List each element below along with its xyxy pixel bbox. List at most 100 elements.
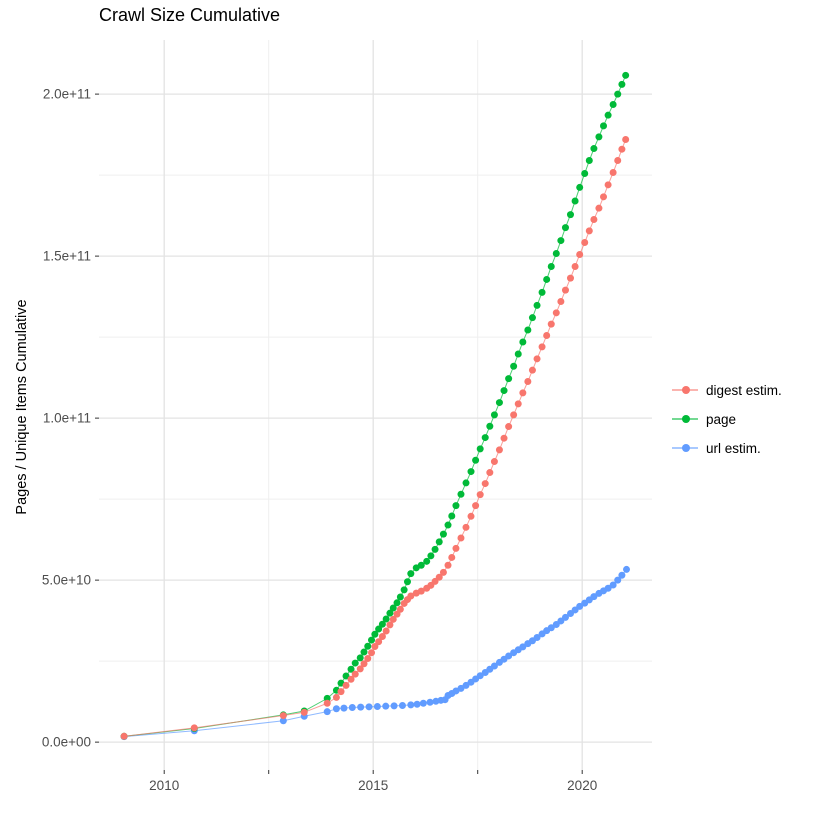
data-point-page xyxy=(452,502,460,510)
data-point-url-estim- xyxy=(561,613,569,621)
data-point-digest-estim- xyxy=(604,181,612,189)
data-point-digest-estim- xyxy=(467,512,475,520)
data-point-url-estim- xyxy=(590,593,598,601)
data-point-digest-estim- xyxy=(585,227,593,235)
data-point-digest-estim- xyxy=(407,592,415,600)
data-point-digest-estim- xyxy=(386,621,394,629)
data-point-digest-estim- xyxy=(382,627,390,635)
data-point-page xyxy=(552,250,560,258)
data-point-digest-estim- xyxy=(514,400,522,408)
data-point-page xyxy=(600,122,608,130)
data-point-url-estim- xyxy=(476,672,484,680)
data-point-page xyxy=(417,561,425,569)
data-point-url-estim- xyxy=(332,705,340,713)
legend-item-page: page xyxy=(672,409,782,429)
data-point-digest-estim- xyxy=(375,638,383,646)
data-point-digest-estim- xyxy=(609,169,617,177)
data-point-digest-estim- xyxy=(524,378,532,386)
data-point-digest-estim- xyxy=(452,544,460,552)
legend-key-icon xyxy=(672,380,698,400)
data-point-digest-estim- xyxy=(417,587,425,595)
data-point-digest-estim- xyxy=(490,458,498,466)
data-point-digest-estim- xyxy=(371,643,379,651)
data-point-digest-estim- xyxy=(279,712,287,720)
data-point-url-estim- xyxy=(604,584,612,592)
data-point-page xyxy=(423,557,431,565)
data-point-digest-estim- xyxy=(505,423,513,431)
data-point-page xyxy=(396,593,404,601)
data-point-url-estim- xyxy=(609,581,617,589)
data-point-url-estim- xyxy=(348,703,356,711)
data-point-url-estim- xyxy=(382,702,390,710)
data-point-digest-estim- xyxy=(120,732,128,740)
y-tick-label: 2.0e+11 xyxy=(43,87,91,102)
data-point-url-estim- xyxy=(323,708,331,716)
data-point-page xyxy=(519,338,527,346)
data-point-url-estim- xyxy=(623,565,631,573)
data-point-page xyxy=(431,545,439,553)
data-point-digest-estim- xyxy=(364,655,372,663)
data-point-digest-estim- xyxy=(457,534,465,542)
data-point-digest-estim- xyxy=(500,434,508,442)
data-point-digest-estim- xyxy=(347,675,355,683)
data-point-digest-estim- xyxy=(543,331,551,339)
data-point-page xyxy=(448,512,456,520)
data-point-page xyxy=(566,211,574,219)
data-point-url-estim- xyxy=(390,702,398,710)
data-point-url-estim- xyxy=(614,576,622,584)
data-point-page xyxy=(323,694,331,702)
data-point-digest-estim- xyxy=(486,469,494,477)
data-point-url-estim- xyxy=(373,702,381,710)
data-point-page xyxy=(514,350,522,358)
data-point-page xyxy=(486,422,494,430)
data-point-page xyxy=(467,468,475,476)
data-point-page xyxy=(571,197,579,205)
legend-key-icon xyxy=(672,438,698,458)
legend-label: url estim. xyxy=(706,440,761,456)
data-point-page xyxy=(533,301,541,309)
data-point-page xyxy=(368,636,376,644)
data-point-page xyxy=(400,586,408,594)
data-point-url-estim- xyxy=(419,699,427,707)
data-point-page xyxy=(614,90,622,98)
data-point-page xyxy=(457,490,465,498)
data-point-url-estim- xyxy=(357,703,365,711)
legend-item-url-estim-: url estim. xyxy=(672,438,782,458)
data-point-page xyxy=(364,642,372,650)
data-point-url-estim- xyxy=(398,702,406,710)
data-point-page xyxy=(528,314,536,322)
data-point-url-estim- xyxy=(413,700,421,708)
data-point-page xyxy=(347,665,355,673)
data-point-page xyxy=(462,479,470,487)
data-point-url-estim- xyxy=(533,633,541,641)
data-point-digest-estim- xyxy=(576,250,584,258)
data-point-url-estim- xyxy=(407,701,415,709)
data-point-page xyxy=(604,111,612,119)
legend-label: digest estim. xyxy=(706,382,782,398)
data-point-digest-estim- xyxy=(552,309,560,317)
data-point-page xyxy=(590,145,598,153)
data-point-digest-estim- xyxy=(571,262,579,270)
data-point-digest-estim- xyxy=(590,216,598,224)
data-point-digest-estim- xyxy=(481,480,489,488)
legend-label: page xyxy=(706,411,737,427)
data-point-digest-estim- xyxy=(360,660,368,668)
data-point-digest-estim- xyxy=(444,561,452,569)
data-point-digest-estim- xyxy=(547,320,555,328)
legend: digest estim. page url estim. xyxy=(672,380,782,458)
data-point-page xyxy=(444,521,452,529)
data-point-digest-estim- xyxy=(595,204,603,212)
data-point-page xyxy=(543,275,551,283)
data-point-digest-estim- xyxy=(435,573,443,581)
data-point-page xyxy=(389,604,397,612)
data-point-digest-estim- xyxy=(538,343,546,351)
data-point-url-estim- xyxy=(618,571,626,579)
data-point-digest-estim- xyxy=(561,286,569,294)
data-point-digest-estim- xyxy=(495,446,503,454)
data-point-digest-estim- xyxy=(389,615,397,623)
data-point-digest-estim- xyxy=(356,665,364,673)
chart-title: Crawl Size Cumulative xyxy=(99,5,281,25)
y-axis-title: Pages / Unique Items Cumulative xyxy=(14,299,30,515)
data-point-page xyxy=(490,411,498,419)
data-point-page xyxy=(495,399,503,407)
